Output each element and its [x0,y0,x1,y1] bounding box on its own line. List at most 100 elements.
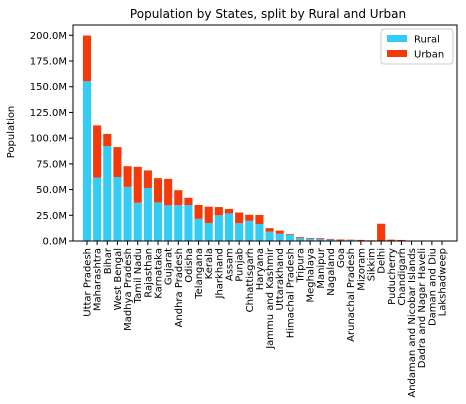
bar-urban [93,125,102,178]
bar-urban [194,205,203,219]
bar-rural [245,220,254,241]
bar-urban [265,228,274,232]
x-tick-label: Lakshadweep [438,248,449,316]
bar-urban [224,208,234,214]
bar-urban [214,207,223,216]
y-tick-label: 125.0M [30,108,67,119]
bar-urban [204,206,213,223]
x-tick-label: Manipur [316,247,327,289]
bar-urban [184,197,193,205]
bar-rural [194,218,203,241]
x-tick-label: Jammu and Kashmir [265,247,276,350]
x-tick-label: Andaman and Nicobar Islands [407,248,418,398]
plot-frame [72,24,458,242]
x-tick-label: Meghalaya [306,248,317,303]
bar-rural [153,202,163,241]
bar-rural [82,81,92,241]
x-tick-label: Tamil Nadu [133,248,144,304]
bar-urban [133,166,142,203]
x-tick-label: West Bengal [113,248,124,310]
y-tick-label: 25.0M [36,211,67,222]
y-tick-label: 200.0M [30,31,67,42]
x-tick-label: Tripura [296,248,307,283]
x-tick-label: Uttarakhand [275,248,286,310]
bar-rural [174,205,183,241]
bar-urban [143,170,152,189]
y-axis-label: Population [6,106,17,159]
bar-rural [295,238,305,241]
x-tick-label: Odisha [184,248,195,283]
bar-urban [377,223,386,241]
bar-rural [204,223,213,241]
bar-urban [174,190,183,206]
y-tick-label: 175.0M [30,57,67,68]
bar-rural [164,205,173,241]
x-tick-label: Puducherry [387,248,398,305]
bar-rural [255,224,264,241]
x-tick-label: Bihar [103,247,114,274]
bar-urban [387,239,396,241]
bar-urban [285,233,294,235]
x-tick-label: Rajasthan [143,248,154,298]
bar-urban [255,214,264,225]
y-tick-label: 0.0M [42,237,67,248]
x-tick-label: Chhattisgarh [245,248,256,312]
y-axis: 0.0M 25.0M 50.0M 75.0M 100.0M 125.0M 150.0M 175… [30,31,73,248]
bar-urban [326,238,335,240]
bars-group [82,35,447,241]
bar-urban [103,133,112,147]
x-tick-label: Punjab [235,248,246,282]
x-tick-label: Gujarat [164,248,175,285]
x-tick-label: Maharashtra [93,248,104,311]
chart-title: Population by States, split by Rural and… [130,7,406,21]
bar-rural [326,239,335,241]
bar-urban [153,178,163,203]
x-tick-label: Goa [336,248,347,268]
bar-urban [235,212,244,224]
bar-rural [113,177,122,241]
bar-urban [356,239,365,241]
x-tick-label: Karnataka [154,248,165,299]
bar-urban [397,239,406,241]
y-tick-label: 100.0M [30,134,67,145]
bar-urban [245,214,254,221]
bar-urban [123,166,132,187]
bar-rural [285,234,294,241]
bar-urban [113,147,122,178]
y-tick-label: 150.0M [30,82,67,93]
y-tick-label: 50.0M [36,185,67,196]
x-tick-label: Daman and Diu [427,248,438,326]
x-tick-label: Assam [225,248,236,281]
bar-rural [275,233,284,241]
x-tick-label: Haryana [255,248,266,290]
x-tick-label: Mizoram [356,248,367,291]
bar-rural [265,231,274,241]
x-axis: Uttar Pradesh Maharashtra Bihar West Bengal… [83,241,449,398]
bar-rural [143,188,152,241]
bar-urban [164,178,173,206]
legend-label-urban: Urban [414,50,444,61]
bar-rural [306,238,315,241]
x-tick-label: Kerala [204,248,215,279]
bar-rural [184,205,193,241]
bar-rural [346,239,355,241]
bar-urban [336,239,345,241]
x-tick-label: Andhra Pradesh [174,248,185,327]
legend-swatch-urban [387,50,407,57]
x-tick-label: Sikkim [367,248,378,281]
bar-rural [316,238,325,241]
x-tick-label: Nagaland [326,248,337,296]
legend-swatch-rural [387,35,407,42]
bar-rural [93,177,102,241]
legend: Rural Urban [380,28,454,65]
bar-rural [103,146,112,241]
x-tick-label: Madhya Pradesh [123,248,134,331]
x-tick-label: Jharkhand [214,248,225,299]
legend-label-rural: Rural [414,35,440,46]
bar-rural [123,186,132,241]
x-tick-label: Dadra and Nagar Haveli [417,248,428,368]
x-tick-label: Telangana [194,248,205,300]
x-tick-label: Himachal Pradesh [285,248,296,338]
bar-urban [295,237,305,239]
